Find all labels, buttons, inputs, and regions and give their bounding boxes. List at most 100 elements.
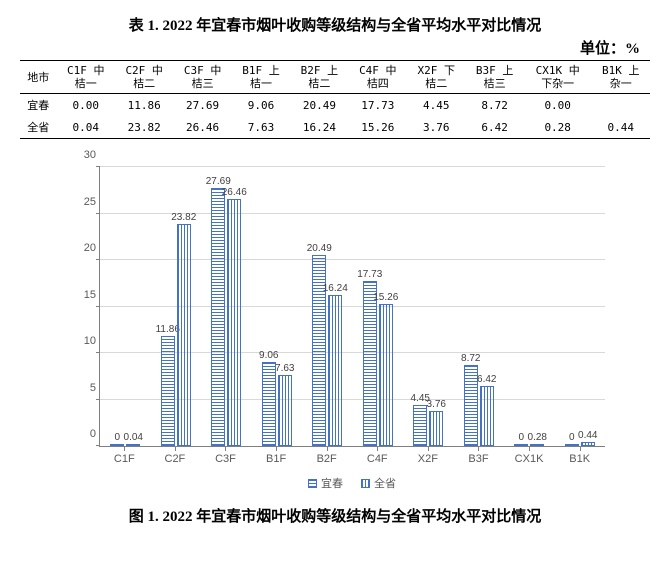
- bar: 4.45: [413, 405, 427, 447]
- col-header: C4F 中桔四: [349, 61, 407, 94]
- bar-value-label: 0: [114, 432, 120, 445]
- x-tick-label: X2F: [403, 447, 454, 465]
- cell: 6.42: [465, 116, 523, 139]
- bar-value-label: 0: [518, 432, 524, 445]
- cell: 0.00: [57, 94, 115, 117]
- col-header: B2F 上桔二: [290, 61, 348, 94]
- y-tick-label: 10: [72, 335, 96, 347]
- bar-group: 9.067.63: [252, 167, 303, 446]
- legend-item: 宜春: [308, 475, 343, 491]
- cell: 4.45: [407, 94, 465, 117]
- bar-group: 00.04: [100, 167, 151, 446]
- bar: 0: [565, 444, 579, 446]
- bar: 6.42: [480, 386, 494, 446]
- legend-label: 全省: [374, 475, 396, 491]
- bar: 17.73: [363, 281, 377, 446]
- x-tick-label: CX1K: [504, 447, 555, 465]
- bar: 0: [110, 444, 124, 446]
- bar: 0.44: [581, 442, 595, 446]
- legend-item: 全省: [361, 475, 396, 491]
- cell: 3.76: [407, 116, 465, 139]
- col-header: C3F 中桔三: [173, 61, 231, 94]
- cell: 16.24: [290, 116, 348, 139]
- bar: 23.82: [177, 224, 191, 446]
- bar: 0.04: [126, 444, 140, 446]
- bar-value-label: 26.46: [222, 187, 247, 200]
- cell: 23.82: [115, 116, 173, 139]
- data-table: 地市C1F 中桔一C2F 中桔二C3F 中桔三B1F 上桔一B2F 上桔二C4F…: [20, 60, 650, 139]
- table-unit: 单位：%: [20, 37, 640, 58]
- bar-chart: 05101520253000.0411.8623.8227.6926.469.0…: [65, 167, 605, 491]
- col-header: C2F 中桔二: [115, 61, 173, 94]
- col-header: CX1K 中下杂一: [524, 61, 592, 94]
- bar-value-label: 6.42: [477, 374, 496, 387]
- bar: 26.46: [227, 199, 241, 446]
- row-header-label: 地市: [20, 61, 57, 94]
- bar: 8.72: [464, 365, 478, 446]
- cell: 27.69: [173, 94, 231, 117]
- legend-swatch: [361, 479, 370, 488]
- cell: 26.46: [173, 116, 231, 139]
- bar-value-label: 0.04: [124, 432, 143, 445]
- cell: 0.00: [524, 94, 592, 117]
- cell: 0.04: [57, 116, 115, 139]
- col-header: X2F 下桔二: [407, 61, 465, 94]
- legend-swatch: [308, 479, 317, 488]
- table-title: 表 1. 2022 年宜春市烟叶收购等级结构与全省平均水平对比情况: [20, 14, 650, 35]
- x-tick-label: C3F: [200, 447, 251, 465]
- bar: 7.63: [278, 375, 292, 446]
- bar-group: 8.726.42: [454, 167, 505, 446]
- chart-legend: 宜春 全省: [99, 475, 605, 491]
- bar-value-label: 15.26: [373, 292, 398, 305]
- cell: 0.28: [524, 116, 592, 139]
- table-row: 宜春0.0011.8627.699.0620.4917.734.458.720.…: [20, 94, 650, 117]
- bar: 27.69: [211, 188, 225, 446]
- bar-value-label: 8.72: [461, 353, 480, 366]
- y-tick-label: 15: [72, 289, 96, 301]
- bar-value-label: 0.28: [528, 432, 547, 445]
- bar-value-label: 16.24: [323, 283, 348, 296]
- bar-group: 27.6926.46: [201, 167, 252, 446]
- bar-value-label: 20.49: [307, 243, 332, 256]
- bar: 0: [514, 444, 528, 446]
- col-header: B3F 上桔三: [465, 61, 523, 94]
- bar-group: 00.28: [504, 167, 555, 446]
- bar-group: 20.49 16.24: [302, 167, 353, 446]
- x-tick-label: B1K: [554, 447, 605, 465]
- bar-value-label: 17.73: [357, 269, 382, 282]
- bar-value-label: 0.44: [578, 430, 597, 443]
- bar: 11.86: [161, 336, 175, 447]
- cell: 15.26: [349, 116, 407, 139]
- x-tick-label: C4F: [352, 447, 403, 465]
- cell: 17.73: [349, 94, 407, 117]
- col-header: B1K 上杂一: [592, 61, 650, 94]
- bar-value-label: 23.82: [171, 212, 196, 225]
- x-tick-label: C2F: [150, 447, 201, 465]
- figure-title: 图 1. 2022 年宜春市烟叶收购等级结构与全省平均水平对比情况: [20, 505, 650, 526]
- cell: 7.63: [232, 116, 290, 139]
- cell: [592, 94, 650, 117]
- bar-group: 4.453.76: [403, 167, 454, 446]
- bar: 3.76: [429, 411, 443, 446]
- y-tick-label: 5: [72, 382, 96, 394]
- y-tick-label: 25: [72, 196, 96, 208]
- col-header: C1F 中桔一: [57, 61, 115, 94]
- cell: 0.44: [592, 116, 650, 139]
- x-tick-label: B2F: [301, 447, 352, 465]
- y-tick-label: 30: [72, 149, 96, 161]
- bar-value-label: 0: [569, 432, 575, 445]
- x-tick-label: B3F: [453, 447, 504, 465]
- bar-group: 17.7315.26: [353, 167, 404, 446]
- bar-value-label: 9.06: [259, 350, 278, 363]
- bar: 15.26: [379, 304, 393, 446]
- col-header: B1F 上桔一: [232, 61, 290, 94]
- bar: 0.28: [530, 444, 544, 447]
- x-tick-label: B1F: [251, 447, 302, 465]
- bar-group: 11.8623.82: [151, 167, 202, 446]
- bar-value-label: 7.63: [275, 363, 294, 376]
- bar: 16.24: [328, 295, 342, 447]
- cell: 20.49: [290, 94, 348, 117]
- cell: 11.86: [115, 94, 173, 117]
- y-tick-label: 20: [72, 242, 96, 254]
- row-name: 宜春: [20, 94, 57, 117]
